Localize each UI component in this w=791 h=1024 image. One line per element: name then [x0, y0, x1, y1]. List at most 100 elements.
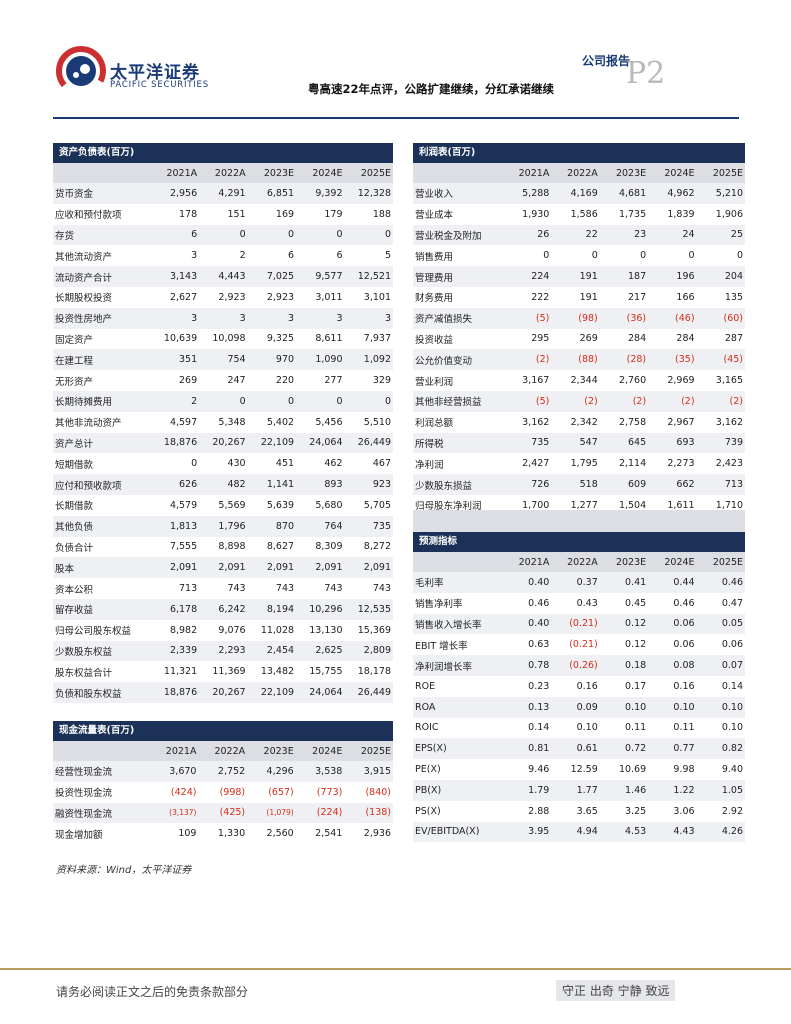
table-row: 其他非流动资产 4,597 5,348 5,402 5,456 5,510 [53, 412, 393, 433]
row-label: 资本公积 [55, 584, 94, 596]
year-header: 2022A [551, 552, 600, 572]
cell-value: 713 [179, 583, 198, 595]
cell-value: 12,535 [344, 598, 393, 620]
cell-value: 20,267 [199, 682, 248, 703]
table-row: 财务费用 222 191 217 166 135 [413, 287, 745, 308]
cell-value: 2,627 [169, 291, 198, 303]
cell-value: (138) [344, 802, 393, 824]
section-spacer [413, 510, 745, 532]
cell-value: (5) [502, 307, 552, 329]
cell-value: 726 [502, 474, 552, 495]
cell-value: 2,344 [570, 375, 598, 387]
cell-value: 178 [179, 208, 198, 220]
cell-value: 5,510 [363, 416, 391, 428]
cell-value: 6 [336, 250, 343, 262]
table-row: 负债合计 7,555 8,898 8,627 8,309 8,272 [53, 537, 393, 558]
cell-value: 1,813 [150, 515, 200, 537]
table-row: 其他负债 1,813 1,796 870 764 735 [53, 515, 393, 537]
cell-value: 6,242 [199, 598, 248, 620]
year-header-row: 2021A 2022A 2023E 2024E 2025E [413, 163, 745, 183]
cell-value: 2 [150, 390, 200, 412]
cell-value: 0.13 [502, 696, 552, 718]
year-header: 2021A [502, 163, 552, 183]
cell-value: 3,011 [315, 291, 343, 303]
table-row: 少数股东损益 726 518 609 662 713 [413, 474, 745, 495]
cell-value: 4.53 [599, 821, 649, 843]
row-label: 无形资产 [55, 376, 94, 388]
table-row: 投资性现金流 (424) (998) (657) (773) (840) [53, 782, 393, 803]
table-row: PE(X) 9.46 12.59 10.69 9.98 9.40 [413, 759, 745, 780]
cell-value: 11,369 [212, 666, 246, 678]
cell-value: 26 [502, 224, 552, 246]
cell-value: 735 [344, 515, 393, 537]
cell-value: 12.59 [570, 764, 598, 776]
cell-value: 2,809 [344, 640, 393, 662]
cell-value: 1,141 [247, 474, 297, 495]
cell-value: 6,178 [150, 598, 200, 620]
cell-value: 0.17 [625, 680, 647, 692]
cell-value: 0.10 [599, 696, 649, 718]
cell-value: 1,930 [522, 208, 550, 220]
cell-value: 1,710 [715, 499, 743, 511]
cell-value: 1.79 [502, 779, 552, 801]
cell-value: 1,090 [296, 349, 345, 371]
cell-value: 8,627 [266, 541, 295, 553]
cell-value: 645 [599, 432, 649, 454]
cell-value: 2,114 [618, 458, 647, 470]
cell-value: 224 [502, 266, 552, 287]
cell-value: 0.07 [696, 655, 745, 676]
row-label: 财务费用 [415, 293, 454, 305]
cell-value: 3,162 [522, 416, 550, 428]
row-label: 毛利率 [413, 572, 503, 593]
cell-value: 2,625 [296, 640, 345, 662]
cell-value: 739 [696, 432, 745, 454]
cell-value: 4.43 [648, 821, 697, 843]
cell-value: (840) [365, 786, 391, 798]
cell-value: 2,969 [667, 375, 695, 387]
table-row: 在建工程 351 754 970 1,090 1,092 [53, 349, 393, 371]
header-spacer [413, 552, 503, 572]
cell-value: 4,579 [169, 499, 198, 511]
cell-value: 22,109 [247, 682, 297, 703]
cell-value: 0.43 [576, 597, 598, 609]
table-row: 长期借款 4,579 5,569 5,639 5,680 5,705 [53, 495, 393, 516]
cell-value: 9.46 [528, 764, 550, 776]
cell-value: 893 [296, 474, 345, 495]
row-label: PS(X) [415, 805, 441, 817]
cell-value: 3.25 [625, 805, 647, 817]
cell-value: 22,109 [247, 432, 297, 454]
cell-value: 923 [344, 474, 393, 495]
cell-value: 0 [640, 250, 647, 262]
cell-value: 2,091 [344, 557, 393, 579]
table-row: 流动资产合计 3,143 4,443 7,025 9,577 12,521 [53, 266, 393, 287]
cell-value: 179 [324, 208, 343, 220]
cell-value: 2,936 [363, 828, 391, 840]
cell-value: 713 [696, 474, 745, 495]
cell-value: 4,169 [551, 183, 600, 204]
cell-value: (2) [502, 349, 552, 371]
cell-value: 151 [227, 208, 246, 220]
company-logo-icon [56, 46, 106, 96]
cell-value: 3.65 [576, 805, 598, 817]
cell-value: 735 [502, 432, 552, 454]
cell-value: 0 [247, 390, 297, 412]
cell-value: 247 [227, 375, 246, 387]
forecast-table: 2021A 2022A 2023E 2024E 2025E 毛利率 0.40 0.37 0.41… [413, 552, 745, 843]
cell-value: 196 [648, 266, 697, 287]
cell-value: 26,449 [344, 682, 393, 703]
cell-value: (1,079) [247, 802, 296, 824]
cell-value: (0.26) [551, 655, 600, 676]
row-label: 公允价值变动 [413, 349, 503, 371]
year-header: 2023E [247, 163, 297, 183]
cell-value: 2,091 [150, 557, 200, 579]
cell-value: 0.12 [625, 639, 647, 651]
row-label: 投资性现金流 [55, 788, 113, 800]
row-label: 其他负债 [53, 515, 151, 537]
table-row: 其他非经营损益 (5) (2) (2) (2) (2) [413, 390, 745, 412]
cell-value: 0.18 [599, 655, 649, 676]
cell-value: 2,758 [618, 416, 647, 428]
cell-value: (46) [648, 307, 697, 329]
cell-value: 0 [344, 390, 393, 412]
cell-value: 8,611 [315, 333, 343, 345]
cell-value: 1,586 [570, 208, 598, 220]
